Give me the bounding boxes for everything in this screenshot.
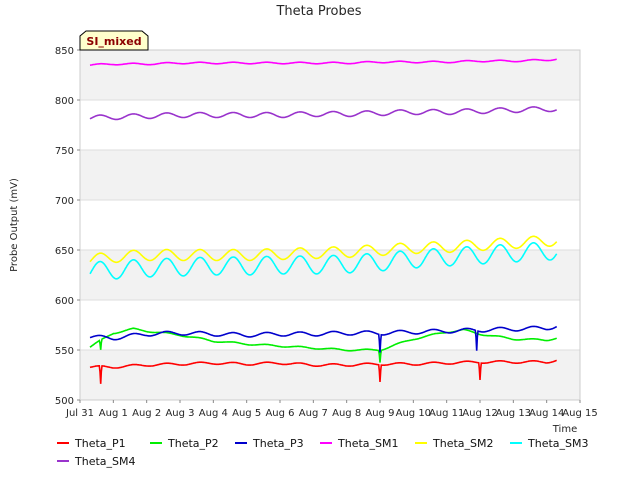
series-layer [89, 58, 558, 384]
legend-label: Theta_P3 [252, 437, 304, 450]
grid-band [80, 350, 580, 400]
chart-title: Theta Probes [275, 4, 361, 19]
series-theta-sm1 [89, 58, 557, 66]
y-axis-label: Probe Output (mV) [9, 178, 20, 272]
legend-item: Theta_SM4 [57, 455, 135, 468]
x-tick-label: Aug 6 [265, 408, 294, 419]
series-line [89, 58, 557, 66]
badge-shape [79, 30, 149, 51]
series-theta-sm4 [89, 106, 558, 121]
plot-frame [79, 49, 581, 401]
x-tick-label: Aug 4 [199, 408, 228, 419]
y-tick-label: 550 [55, 346, 74, 357]
legend-label: Theta_P1 [74, 437, 126, 450]
x-tick-label: Aug 2 [132, 408, 161, 419]
x-tick-label: Aug 7 [299, 408, 328, 419]
badge-text: SI_mixed [86, 35, 141, 48]
x-tick-label: Aug 9 [365, 408, 394, 419]
x-axis-label: Time [552, 424, 577, 435]
legend-item: Theta_SM3 [510, 437, 588, 450]
series-line [89, 106, 558, 121]
legend-item: Theta_P2 [150, 437, 219, 450]
grid-bands [80, 50, 580, 400]
legend: Theta_P1 Theta_P2 Theta_P3 Theta_SM1 Theta_S… [57, 437, 588, 468]
x-tick-label: Aug 15 [562, 408, 597, 419]
gridlines [80, 49, 580, 401]
legend-item: Theta_P3 [235, 437, 304, 450]
series-theta-sm2 [89, 235, 558, 264]
x-axis-ticks: Jul 31 Aug 1 Aug 2 Aug 3 Aug 4 Aug 5 Aug 6 Aug … [65, 400, 598, 419]
x-tick-label: Aug 12 [462, 408, 497, 419]
series-line [89, 325, 558, 353]
series-theta-sm3 [89, 242, 558, 280]
x-tick-label: Aug 8 [332, 408, 361, 419]
x-tick-label: Aug 14 [529, 408, 564, 419]
series-line [89, 327, 558, 363]
y-tick-label: 700 [55, 196, 74, 207]
legend-item: Theta_SM1 [320, 437, 398, 450]
x-tick-label: Aug 1 [99, 408, 128, 419]
legend-label: Theta_SM1 [337, 437, 398, 450]
x-tick-label: Aug 3 [165, 408, 194, 419]
y-tick-label: 500 [55, 396, 74, 407]
legend-item: Theta_SM2 [415, 437, 493, 450]
series-theta-p2 [89, 327, 558, 363]
y-tick-label: 750 [55, 146, 74, 157]
si-mixed-badge: SI_mixed [79, 30, 149, 51]
y-tick-label: 850 [55, 46, 74, 57]
x-tick-label: Aug 10 [396, 408, 431, 419]
y-axis-ticks: 500 550 600 650 700 750 800 850 [55, 46, 80, 407]
series-line [89, 242, 558, 280]
legend-item: Theta_P1 [57, 437, 126, 450]
legend-label: Theta_SM4 [74, 455, 135, 468]
series-theta-p3 [89, 325, 558, 353]
series-line [89, 359, 557, 384]
legend-label: Theta_SM3 [527, 437, 588, 450]
y-tick-label: 800 [55, 96, 74, 107]
grid-band [80, 50, 580, 100]
series-line [89, 235, 558, 264]
legend-label: Theta_P2 [167, 437, 219, 450]
grid-band [80, 150, 580, 200]
x-tick-label: Aug 5 [232, 408, 261, 419]
legend-label: Theta_SM2 [432, 437, 493, 450]
series-theta-p1 [89, 359, 557, 384]
x-tick-label: Aug 11 [429, 408, 464, 419]
y-tick-label: 650 [55, 246, 74, 257]
x-tick-label: Aug 13 [496, 408, 531, 419]
y-tick-label: 600 [55, 296, 74, 307]
x-tick-label: Jul 31 [65, 408, 94, 419]
